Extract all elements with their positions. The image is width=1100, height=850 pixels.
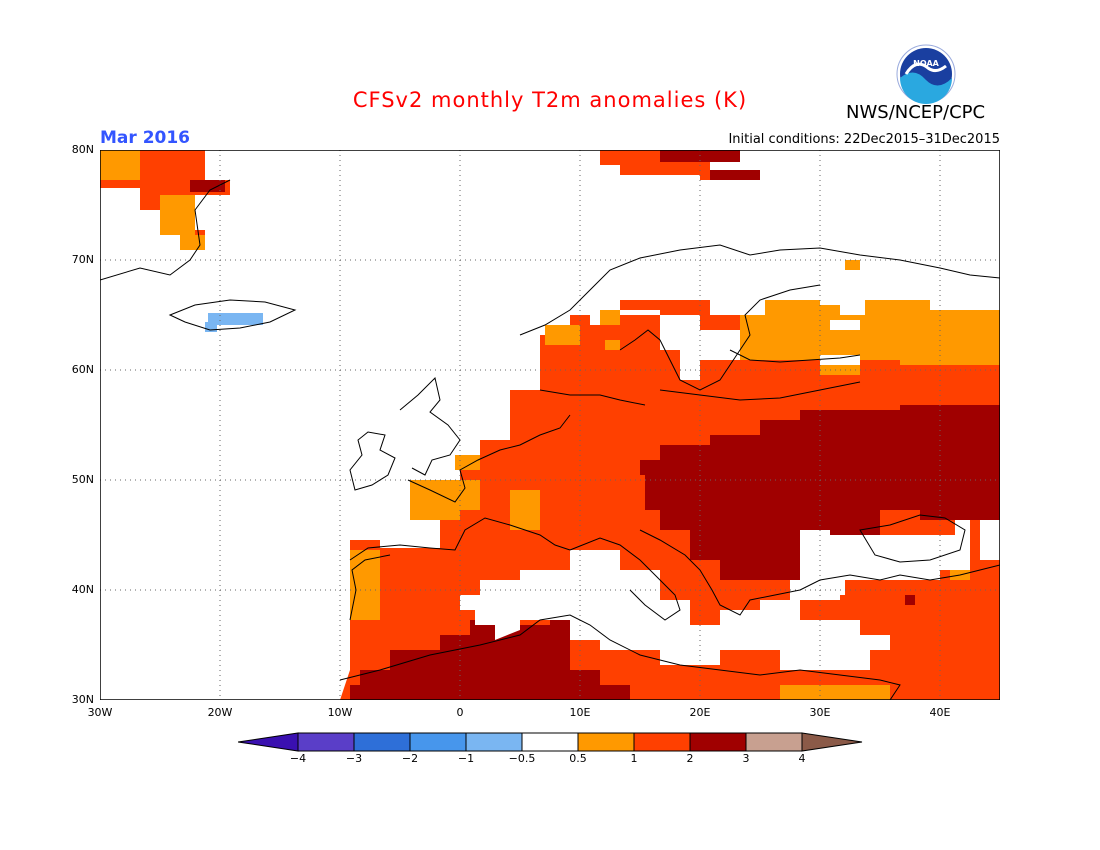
agency-label: NWS/NCEP/CPC [846, 102, 986, 123]
graticule [100, 150, 1000, 700]
colorbar-label: 4 [798, 752, 806, 765]
anomaly-fills [100, 150, 1000, 700]
colorbar-swatch [465, 732, 523, 752]
colorbar-label: 3 [742, 752, 750, 765]
colorbar-swatch [745, 732, 803, 752]
colorbar-label: −2 [401, 752, 419, 765]
colorbar-swatch [353, 732, 411, 752]
lat-label-30n: 30N [71, 693, 94, 706]
initial-conditions: Initial conditions: 22Dec2015–31Dec2015 [728, 132, 1000, 147]
coastlines [100, 179, 1000, 700]
colorbar-label: −0.5 [508, 752, 536, 765]
lon-label-10e: 10E [569, 706, 591, 719]
lon-label-20e: 20E [689, 706, 711, 719]
lon-label-0: 0 [456, 706, 464, 719]
colorbar-label: −3 [345, 752, 363, 765]
colorbar-label: 1 [630, 752, 638, 765]
noaa-logo: NOAA [896, 44, 956, 104]
colorbar-label: −1 [457, 752, 475, 765]
colorbar-label: −4 [289, 752, 307, 765]
lon-label-30w: 30W [87, 706, 113, 719]
colorbar-arrow-low [238, 732, 299, 752]
lon-label-30e: 30E [809, 706, 831, 719]
lon-label-40e: 40E [929, 706, 951, 719]
colorbar-swatch [633, 732, 691, 752]
colorbar-swatch [689, 732, 747, 752]
colorbar [238, 732, 863, 752]
colorbar-arrow-high [801, 732, 863, 752]
colorbar-label: 0.5 [569, 752, 587, 765]
forecast-month: Mar 2016 [100, 128, 191, 148]
lat-label-60n: 60N [71, 363, 94, 376]
map-title: CFSv2 monthly T2m anomalies (K) [352, 88, 748, 112]
colorbar-swatch [577, 732, 635, 752]
colorbar-swatch [297, 732, 355, 752]
lon-label-20w: 20W [207, 706, 233, 719]
lat-label-50n: 50N [71, 473, 94, 486]
colorbar-swatch [409, 732, 467, 752]
colorbar-label: 2 [686, 752, 694, 765]
lon-label-10w: 10W [327, 706, 353, 719]
lat-label-70n: 70N [71, 253, 94, 266]
logo-text: NOAA [913, 59, 939, 68]
lat-label-40n: 40N [71, 583, 94, 596]
colorbar-swatch [521, 732, 579, 752]
anomaly-map [100, 150, 1000, 700]
lat-label-80n: 80N [71, 143, 94, 156]
